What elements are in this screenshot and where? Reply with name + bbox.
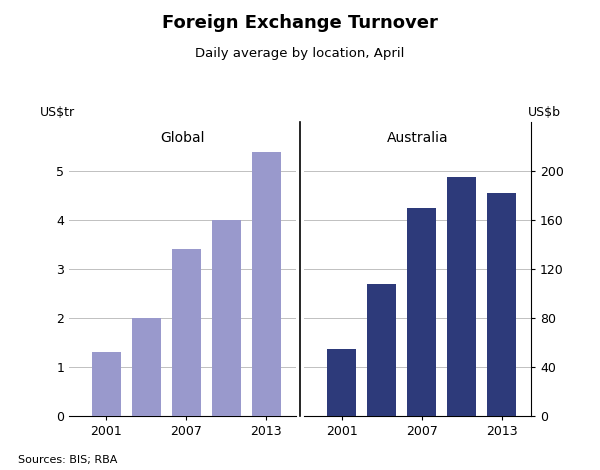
Bar bbox=[92, 352, 121, 416]
Text: Daily average by location, April: Daily average by location, April bbox=[196, 47, 404, 60]
Bar bbox=[172, 250, 201, 416]
Text: Global: Global bbox=[160, 131, 205, 145]
Bar bbox=[487, 193, 517, 416]
Text: Australia: Australia bbox=[387, 131, 449, 145]
Text: Sources: BIS; RBA: Sources: BIS; RBA bbox=[18, 455, 118, 465]
Text: US$b: US$b bbox=[527, 106, 560, 119]
Bar bbox=[131, 318, 161, 416]
Text: Foreign Exchange Turnover: Foreign Exchange Turnover bbox=[162, 14, 438, 32]
Text: US$tr: US$tr bbox=[40, 106, 74, 119]
Bar bbox=[407, 208, 436, 416]
Bar bbox=[367, 284, 397, 416]
Bar bbox=[327, 349, 356, 416]
Bar bbox=[447, 177, 476, 416]
Bar bbox=[251, 151, 281, 416]
Bar bbox=[212, 220, 241, 416]
